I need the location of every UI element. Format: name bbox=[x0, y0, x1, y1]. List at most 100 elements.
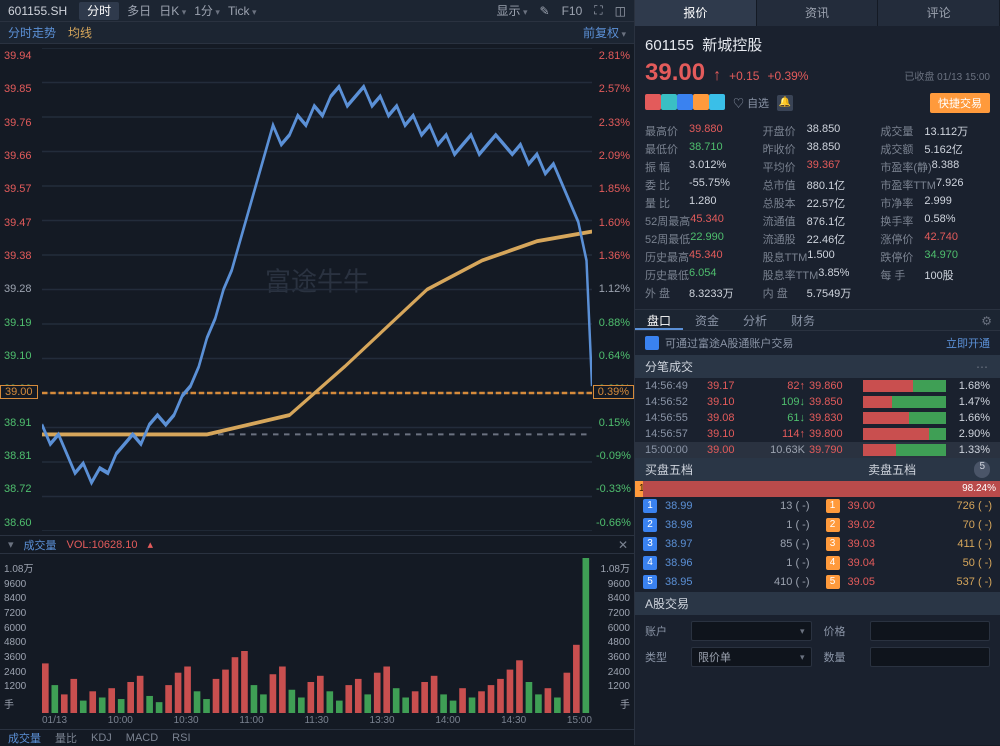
right-tab[interactable]: 报价 bbox=[635, 0, 757, 26]
stat-key: 最高价 bbox=[645, 123, 689, 139]
ask-level[interactable]: 239.0270 ( -) bbox=[818, 516, 1000, 535]
stat-cell: 成交量13.112万 bbox=[880, 123, 990, 139]
level-num: 1 bbox=[643, 499, 657, 513]
tick-pct: 1.47% bbox=[950, 396, 990, 408]
price-change-pct: +0.39% bbox=[767, 69, 808, 83]
price-chart[interactable]: 39.9439.8539.7639.6639.5739.4739.3839.28… bbox=[0, 44, 634, 535]
stock-name-text: 新城控股 bbox=[702, 37, 762, 54]
y-tick: 39.28 bbox=[4, 283, 38, 295]
ask-level[interactable]: 439.0450 ( -) bbox=[818, 554, 1000, 573]
stat-key: 市盈率(静) bbox=[880, 159, 931, 175]
right-tab[interactable]: 评论 bbox=[878, 0, 1000, 26]
indicator-tab[interactable]: RSI bbox=[172, 732, 190, 744]
stat-key: 换手率 bbox=[880, 213, 924, 229]
stat-cell: 市净率2.999 bbox=[880, 195, 990, 211]
close-icon[interactable]: ✕ bbox=[616, 538, 630, 552]
vol-y-tick: 4800 bbox=[596, 637, 630, 648]
display-menu[interactable]: 显示 bbox=[496, 2, 527, 19]
banner-text: 可通过富途A股通账户交易 bbox=[665, 335, 793, 351]
ask-qty: 537 ( -) bbox=[894, 576, 993, 588]
mid-tab[interactable]: 分析 bbox=[731, 310, 779, 330]
quick-trade-button[interactable]: 快捷交易 bbox=[930, 93, 990, 113]
gear-icon[interactable]: ⚙ bbox=[981, 310, 1000, 330]
ask-price: 39.03 bbox=[848, 538, 888, 550]
stat-cell: 换手率0.58% bbox=[880, 213, 990, 229]
timeframe-tab[interactable]: 分时 bbox=[79, 2, 119, 20]
tick-row[interactable]: 14:56:49 39.17 82↑ 39.860 1.68% bbox=[635, 378, 1000, 394]
indicator-tab[interactable]: 成交量 bbox=[8, 730, 41, 746]
stat-cell: 外 盘8.3233万 bbox=[645, 285, 755, 301]
mid-tab[interactable]: 资金 bbox=[683, 310, 731, 330]
right-tab[interactable]: 资讯 bbox=[757, 0, 879, 26]
vol-y-tick: 手 bbox=[596, 696, 630, 711]
a-share-banner: 可通过富途A股通账户交易 立即开通 bbox=[635, 331, 1000, 355]
tick-price2: 39.860 bbox=[809, 380, 859, 392]
mid-tab[interactable]: 财务 bbox=[779, 310, 827, 330]
form-input[interactable] bbox=[691, 621, 812, 641]
chart-pane: 601155.SH 分时多日日K1分Tick 显示 ✎ F10 ⛶ ◫ 分时走势… bbox=[0, 0, 635, 745]
y-tick-pct: 2.81% bbox=[596, 50, 630, 62]
mid-tab[interactable]: 盘口 bbox=[635, 310, 683, 330]
timeframe-tab[interactable]: 1分 bbox=[194, 4, 220, 18]
form-input[interactable] bbox=[870, 621, 991, 641]
favorite-button[interactable]: ♡ 自选 bbox=[733, 95, 769, 111]
trade-form: 账户价格类型限价单数量 bbox=[635, 615, 1000, 673]
level-num: 3 bbox=[826, 537, 840, 551]
ask-level[interactable]: 539.05537 ( -) bbox=[818, 573, 1000, 592]
trend-label: 分时走势 bbox=[8, 24, 56, 41]
level-num: 5 bbox=[826, 575, 840, 589]
bid-level[interactable]: 138.9913 ( -) bbox=[635, 497, 818, 516]
bid-level[interactable]: 338.9785 ( -) bbox=[635, 535, 818, 554]
tick-pct: 2.90% bbox=[950, 428, 990, 440]
timeframe-tab[interactable]: 多日 bbox=[127, 4, 151, 18]
bid-price: 38.98 bbox=[665, 519, 705, 531]
vol-y-tick: 1200 bbox=[4, 681, 38, 692]
expand-icon[interactable]: ▾ bbox=[8, 538, 14, 551]
timeframe-tab[interactable]: Tick bbox=[228, 4, 257, 18]
indicator-tab[interactable]: KDJ bbox=[91, 732, 112, 744]
bid-level[interactable]: 238.981 ( -) bbox=[635, 516, 818, 535]
fuquan-menu[interactable]: 前复权 bbox=[583, 24, 626, 41]
tick-row[interactable]: 15:00:00 39.00 10.63K 39.790 1.33% bbox=[635, 442, 1000, 458]
stat-cell: 开盘价38.850 bbox=[763, 123, 873, 139]
timeframe-tab[interactable]: 日K bbox=[159, 4, 186, 18]
indicator-tab[interactable]: 量比 bbox=[55, 730, 77, 746]
bid-qty: 85 ( -) bbox=[711, 538, 810, 550]
popout-icon[interactable]: ◫ bbox=[615, 4, 626, 18]
stat-key: 52周最高 bbox=[645, 213, 690, 229]
order-levels: 138.9913 ( -)139.00726 ( -)238.981 ( -)2… bbox=[635, 497, 1000, 592]
form-input[interactable] bbox=[870, 647, 991, 667]
x-axis: 01/1310:0010:3011:0011:3013:3014:0014:30… bbox=[42, 715, 592, 729]
x-tick: 13:30 bbox=[370, 715, 395, 729]
stat-value: 22.46亿 bbox=[807, 231, 846, 247]
tick-row[interactable]: 14:56:52 39.10 109↓ 39.850 1.47% bbox=[635, 394, 1000, 410]
level-num: 4 bbox=[826, 556, 840, 570]
x-tick: 15:00 bbox=[567, 715, 592, 729]
fullscreen-icon[interactable]: ⛶ bbox=[594, 3, 602, 18]
tick-row[interactable]: 14:56:57 39.10 114↑ 39.800 2.90% bbox=[635, 426, 1000, 442]
stat-value: 5.162亿 bbox=[924, 141, 963, 157]
vol-y-tick: 7200 bbox=[4, 608, 38, 619]
y-tick-pct: 2.09% bbox=[596, 150, 630, 162]
stat-value: 100股 bbox=[924, 267, 953, 283]
tick-qty: 114↑ bbox=[755, 428, 805, 440]
ask-qty: 411 ( -) bbox=[894, 538, 993, 550]
more-icon[interactable]: ⋯ bbox=[976, 360, 990, 374]
stat-cell: 跌停价34.970 bbox=[880, 249, 990, 265]
ask-level[interactable]: 3 39.03 411 ( -) bbox=[818, 535, 1000, 554]
bid-level[interactable]: 538.95410 ( -) bbox=[635, 573, 818, 592]
alert-icon[interactable]: 🔔 bbox=[777, 95, 793, 111]
banner-link[interactable]: 立即开通 bbox=[946, 335, 990, 351]
vol-y-tick: 9600 bbox=[596, 579, 630, 590]
stat-key: 成交量 bbox=[880, 123, 924, 139]
draw-tool-icon[interactable]: ✎ bbox=[540, 4, 550, 18]
bid-price: 38.95 bbox=[665, 576, 705, 588]
f10-button[interactable]: F10 bbox=[562, 4, 583, 18]
ask-qty: 50 ( -) bbox=[894, 557, 993, 569]
ask-level[interactable]: 139.00726 ( -) bbox=[818, 497, 1000, 516]
tick-row[interactable]: 14:56:55 39.08 61↓ 39.830 1.66% bbox=[635, 410, 1000, 426]
bid-level[interactable]: 438.961 ( -) bbox=[635, 554, 818, 573]
y-tick: 39.76 bbox=[4, 117, 38, 129]
indicator-tab[interactable]: MACD bbox=[126, 732, 158, 744]
form-input[interactable]: 限价单 bbox=[691, 647, 812, 667]
